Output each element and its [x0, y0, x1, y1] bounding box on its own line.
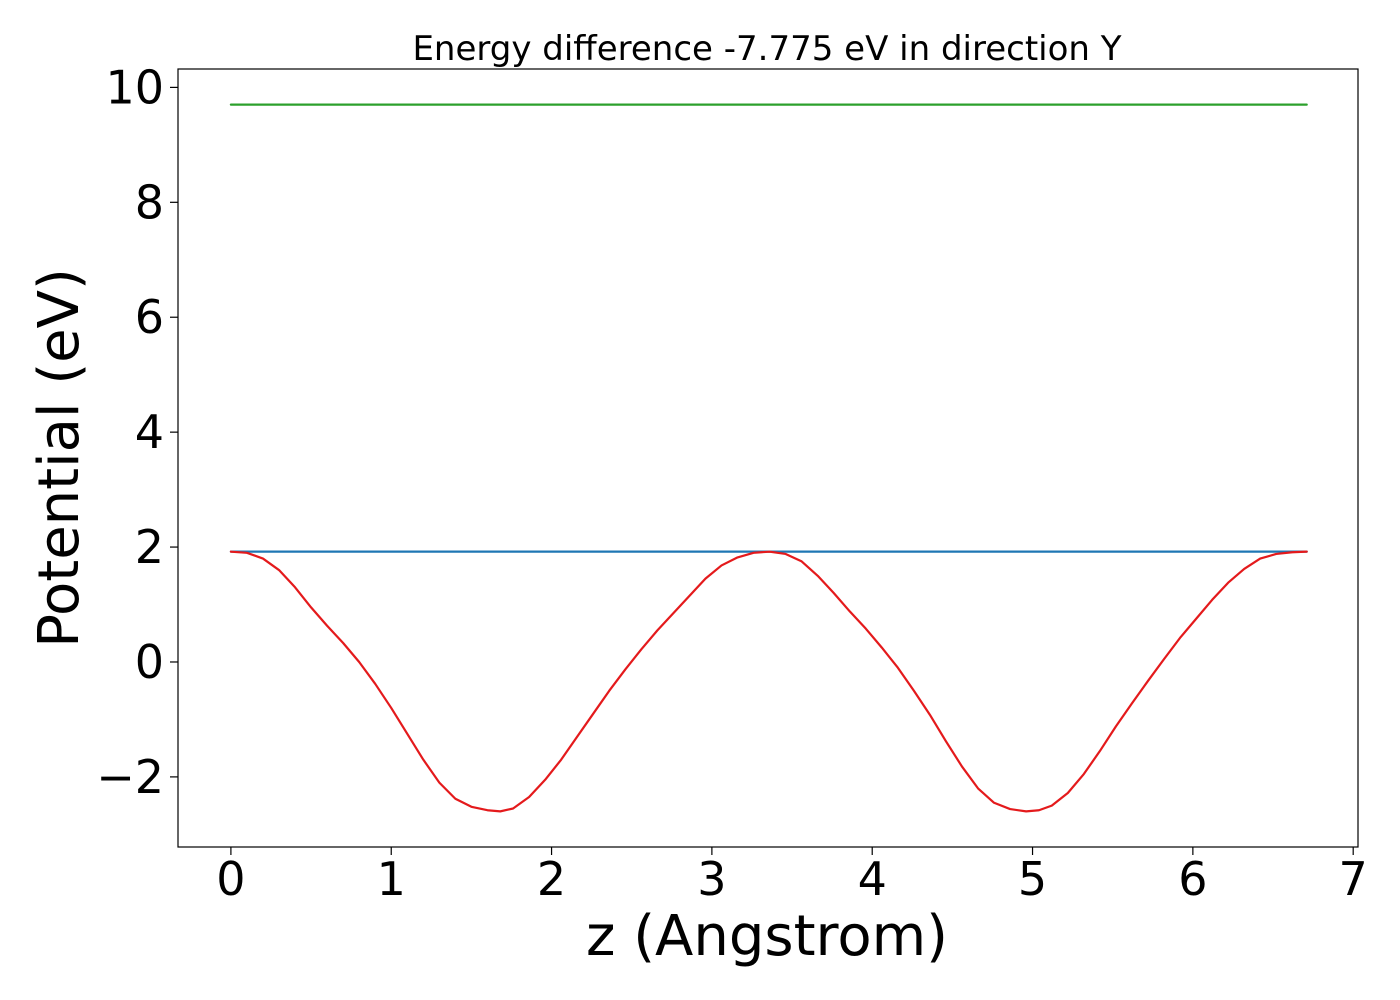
x-tick-label: 6 — [1178, 852, 1207, 906]
x-axis-label: z (Angstrom) — [586, 904, 948, 969]
x-tick-label: 0 — [216, 852, 245, 906]
x-tick-label: 2 — [537, 852, 566, 906]
y-axis-label: Potential (eV) — [27, 268, 92, 648]
series-line-3 — [229, 550, 1308, 813]
y-tick-label: 8 — [135, 175, 164, 229]
x-tick-label: 1 — [377, 852, 406, 906]
x-axis: 0 1 2 3 4 5 6 7 — [216, 847, 1368, 906]
x-tick-label: 4 — [858, 852, 887, 906]
y-tick-label: −2 — [96, 750, 164, 804]
y-tick-label: 10 — [105, 60, 164, 114]
y-tick-label: 4 — [135, 405, 164, 459]
y-axis: −2 0 2 4 6 8 10 — [96, 60, 178, 804]
y-tick-label: 2 — [135, 520, 164, 574]
plot-frame — [177, 68, 1359, 848]
y-tick-label: 6 — [135, 290, 164, 344]
x-tick-label: 3 — [697, 852, 726, 906]
chart-title: Energy difference -7.775 eV in direction… — [412, 29, 1121, 69]
plot-area — [229, 103, 1308, 813]
x-tick-label: 7 — [1339, 852, 1368, 906]
x-tick-label: 5 — [1018, 852, 1047, 906]
y-tick-label: 0 — [135, 635, 164, 689]
